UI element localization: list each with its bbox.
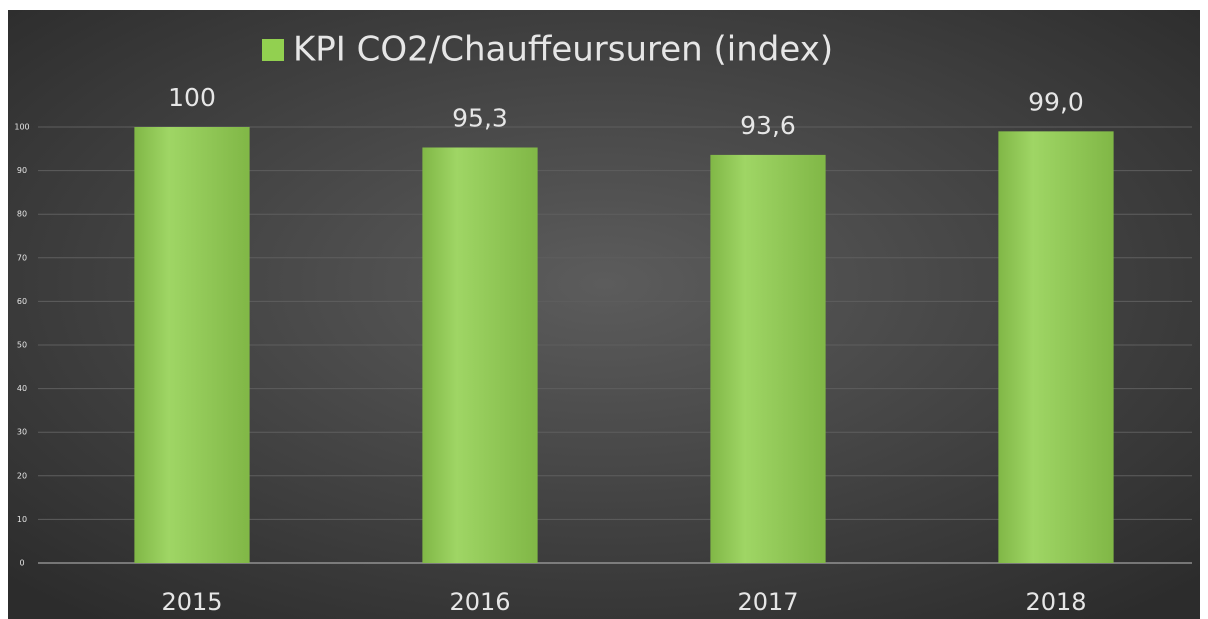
x-tick-label: 2017	[737, 588, 798, 616]
bar-shade	[710, 154, 826, 564]
y-tick-label: 20	[17, 471, 27, 480]
value-label: 100	[168, 83, 216, 112]
bar-shade	[998, 131, 1114, 564]
y-tick-label: 30	[17, 428, 27, 437]
value-label: 93,6	[740, 111, 796, 140]
legend-swatch	[262, 39, 284, 61]
bar-shade	[422, 147, 538, 563]
x-tick-label: 2016	[449, 588, 510, 616]
y-tick-label: 10	[17, 515, 27, 524]
y-tick-label: 60	[17, 297, 27, 306]
y-tick-label: 100	[14, 123, 29, 132]
value-label: 99,0	[1028, 87, 1084, 116]
y-tick-label: 80	[17, 210, 27, 219]
bar-shade	[134, 127, 250, 563]
y-tick-label: 70	[17, 253, 27, 262]
x-tick-label: 2015	[161, 588, 222, 616]
x-tick-label: 2018	[1025, 588, 1086, 616]
y-tick-label: 90	[17, 166, 27, 175]
value-label: 95,3	[452, 103, 508, 132]
y-tick-label: 40	[17, 384, 27, 393]
legend-label: KPI CO2/Chauffeursuren (index)	[293, 30, 833, 70]
y-tick-label: 50	[17, 341, 27, 350]
y-tick-label: 0	[19, 559, 24, 568]
